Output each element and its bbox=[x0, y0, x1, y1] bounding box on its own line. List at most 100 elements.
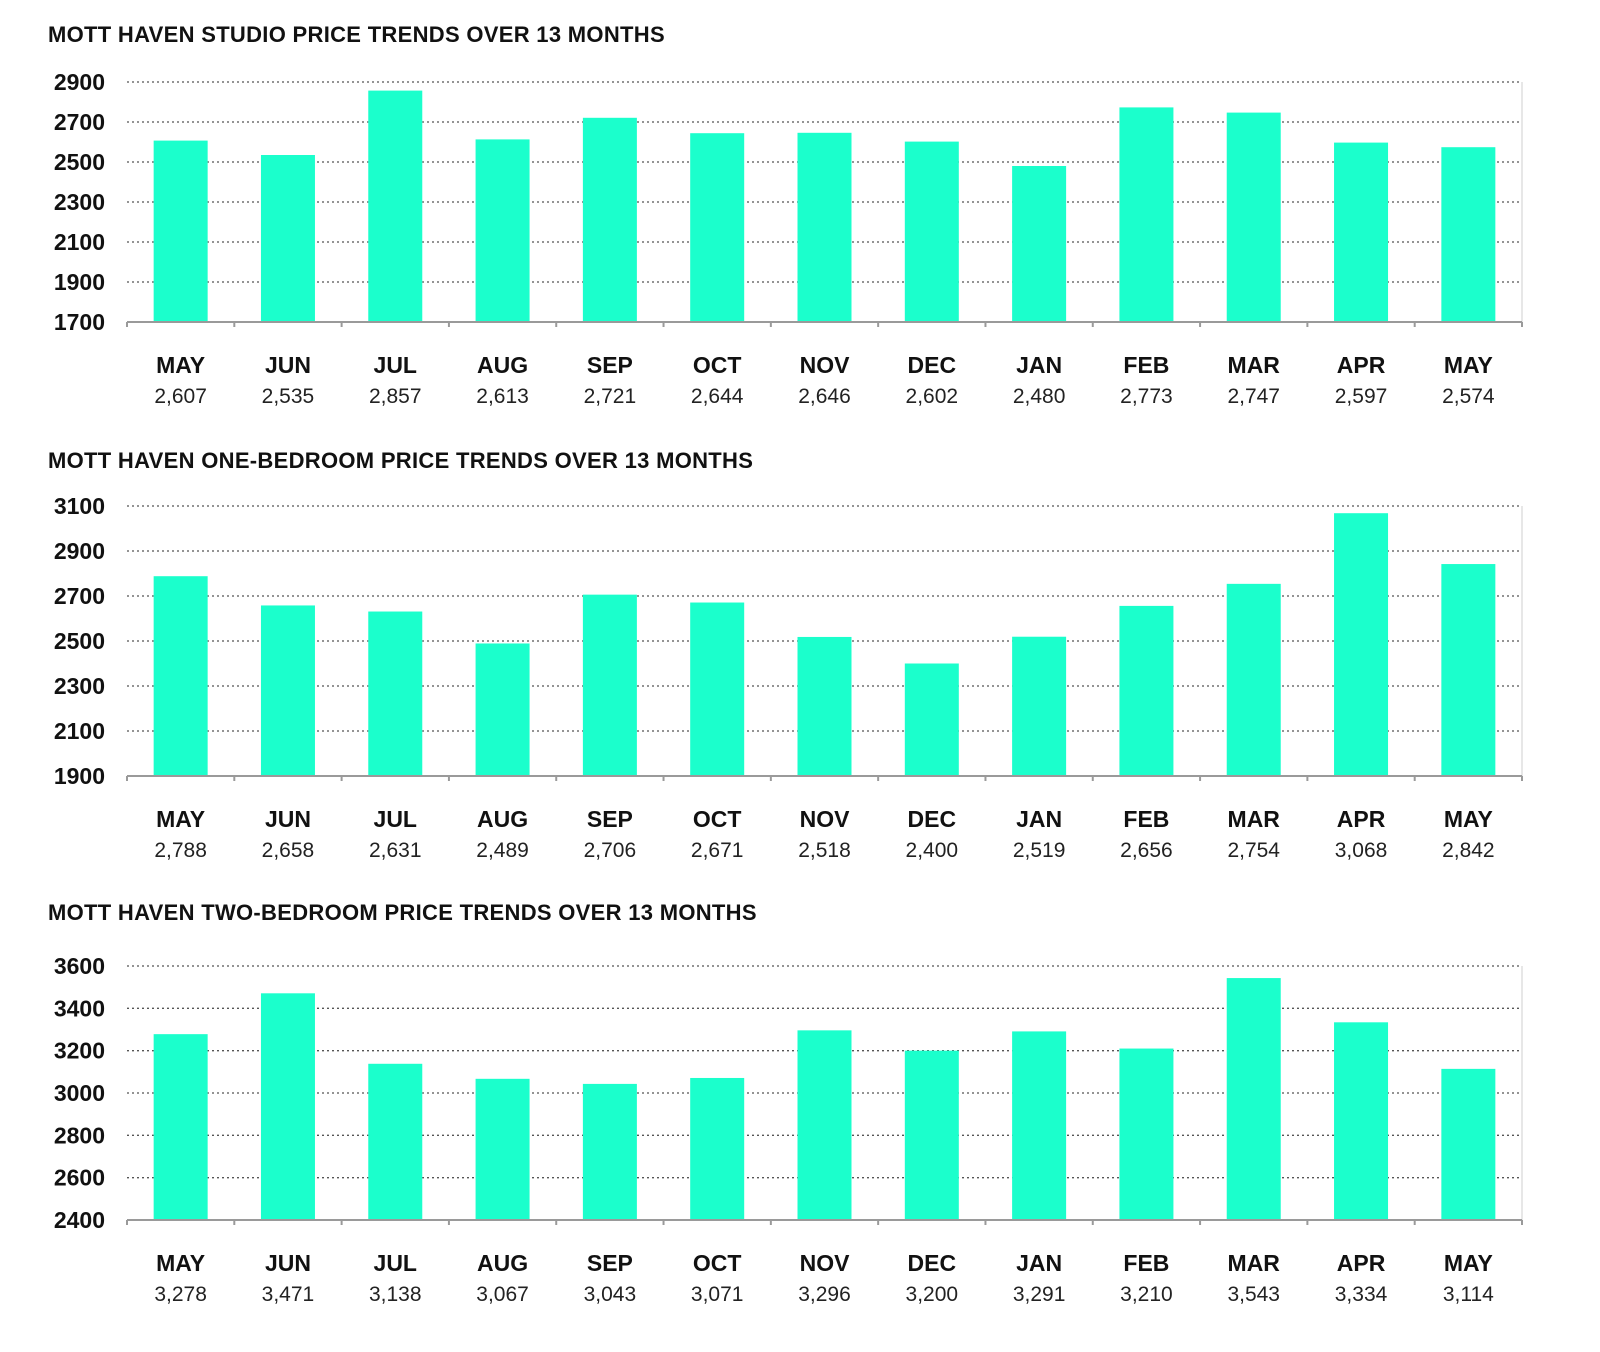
x-category-label: NOV bbox=[800, 806, 851, 832]
bar bbox=[582, 594, 637, 776]
bar bbox=[475, 1078, 530, 1220]
x-category-label: DEC bbox=[908, 806, 957, 832]
y-tick-label: 1900 bbox=[54, 763, 105, 789]
bar bbox=[1226, 112, 1281, 322]
data-value-label: 2,519 bbox=[1013, 839, 1066, 862]
bar bbox=[153, 140, 208, 322]
data-value-label: 3,471 bbox=[262, 1283, 315, 1306]
x-category-label: MAY bbox=[156, 1250, 205, 1276]
data-value-label: 2,607 bbox=[154, 385, 207, 408]
bar bbox=[797, 1030, 852, 1220]
bar bbox=[260, 155, 315, 322]
data-value-label: 3,278 bbox=[154, 1283, 207, 1306]
x-category-label: SEP bbox=[587, 1250, 633, 1276]
x-category-label: JUL bbox=[374, 352, 417, 378]
x-category-label: FEB bbox=[1123, 1250, 1169, 1276]
y-tick-label: 3600 bbox=[54, 953, 105, 979]
chart-title: MOTT HAVEN STUDIO PRICE TRENDS OVER 13 M… bbox=[48, 22, 665, 47]
bar bbox=[582, 117, 637, 322]
chart-title: MOTT HAVEN ONE-BEDROOM PRICE TRENDS OVER… bbox=[48, 448, 754, 473]
y-tick-label: 3100 bbox=[54, 493, 105, 519]
bar bbox=[368, 611, 423, 776]
data-value-label: 2,773 bbox=[1120, 385, 1173, 408]
x-category-label: DEC bbox=[908, 352, 957, 378]
x-category-label: MAY bbox=[156, 806, 205, 832]
data-value-label: 3,138 bbox=[369, 1283, 422, 1306]
y-tick-label: 2500 bbox=[54, 628, 105, 654]
data-value-label: 3,210 bbox=[1120, 1283, 1173, 1306]
x-category-label: JUL bbox=[374, 1250, 417, 1276]
y-tick-label: 2300 bbox=[54, 673, 105, 699]
x-category-label: MAY bbox=[156, 352, 205, 378]
x-category-label: JUN bbox=[265, 1250, 311, 1276]
bar bbox=[797, 132, 852, 322]
data-value-label: 3,334 bbox=[1335, 1283, 1388, 1306]
data-value-label: 2,602 bbox=[906, 385, 959, 408]
bar bbox=[1441, 147, 1496, 322]
bar bbox=[1012, 636, 1067, 776]
y-tick-label: 2300 bbox=[54, 189, 105, 215]
data-value-label: 3,043 bbox=[584, 1283, 637, 1306]
chart-title: MOTT HAVEN TWO-BEDROOM PRICE TRENDS OVER… bbox=[48, 900, 757, 925]
x-category-label: OCT bbox=[693, 806, 742, 832]
data-value-label: 2,754 bbox=[1227, 839, 1280, 862]
x-category-label: APR bbox=[1337, 806, 1386, 832]
data-value-label: 2,857 bbox=[369, 385, 422, 408]
data-value-label: 2,706 bbox=[584, 839, 637, 862]
x-category-label: SEP bbox=[587, 352, 633, 378]
bar bbox=[1334, 1022, 1389, 1220]
y-tick-label: 3200 bbox=[54, 1038, 105, 1064]
bar bbox=[582, 1083, 637, 1220]
bar bbox=[1334, 142, 1389, 322]
data-value-label: 2,613 bbox=[476, 385, 529, 408]
bar bbox=[1226, 978, 1281, 1220]
x-category-label: OCT bbox=[693, 352, 742, 378]
x-category-label: JUN bbox=[265, 352, 311, 378]
y-tick-label: 2500 bbox=[54, 149, 105, 175]
bar bbox=[1012, 166, 1067, 322]
x-category-label: JUN bbox=[265, 806, 311, 832]
bar bbox=[1119, 605, 1174, 776]
x-category-label: MAR bbox=[1228, 1250, 1281, 1276]
x-category-label: NOV bbox=[800, 352, 851, 378]
bar bbox=[904, 1050, 959, 1220]
bar bbox=[690, 133, 745, 322]
data-value-label: 2,788 bbox=[154, 839, 207, 862]
y-tick-label: 2800 bbox=[54, 1122, 105, 1148]
y-tick-label: 1900 bbox=[54, 269, 105, 295]
x-category-label: NOV bbox=[800, 1250, 851, 1276]
bar bbox=[368, 1063, 423, 1220]
y-tick-label: 2400 bbox=[54, 1207, 105, 1233]
bar bbox=[904, 141, 959, 322]
data-value-label: 2,535 bbox=[262, 385, 315, 408]
data-value-label: 2,656 bbox=[1120, 839, 1173, 862]
bar bbox=[1226, 583, 1281, 776]
y-tick-label: 2700 bbox=[54, 583, 105, 609]
bar bbox=[475, 139, 530, 322]
data-value-label: 2,658 bbox=[262, 839, 315, 862]
x-category-label: AUG bbox=[477, 806, 528, 832]
bar bbox=[1441, 564, 1496, 776]
bar bbox=[1012, 1031, 1067, 1220]
y-tick-label: 2700 bbox=[54, 109, 105, 135]
x-category-label: FEB bbox=[1123, 806, 1169, 832]
data-value-label: 2,518 bbox=[798, 839, 851, 862]
x-category-label: AUG bbox=[477, 352, 528, 378]
bar bbox=[153, 1034, 208, 1220]
bar bbox=[797, 636, 852, 776]
data-value-label: 2,644 bbox=[691, 385, 744, 408]
data-value-label: 2,480 bbox=[1013, 385, 1066, 408]
x-category-label: JUL bbox=[374, 806, 417, 832]
x-category-label: APR bbox=[1337, 352, 1386, 378]
bar bbox=[690, 1077, 745, 1220]
data-value-label: 2,721 bbox=[584, 385, 637, 408]
data-value-label: 3,068 bbox=[1335, 839, 1388, 862]
bar bbox=[1441, 1068, 1496, 1220]
x-category-label: JAN bbox=[1016, 352, 1062, 378]
bar bbox=[260, 605, 315, 776]
data-value-label: 2,747 bbox=[1227, 385, 1280, 408]
x-category-label: MAR bbox=[1228, 806, 1281, 832]
bar bbox=[475, 643, 530, 776]
y-tick-label: 3400 bbox=[54, 995, 105, 1021]
y-tick-label: 1700 bbox=[54, 309, 105, 335]
